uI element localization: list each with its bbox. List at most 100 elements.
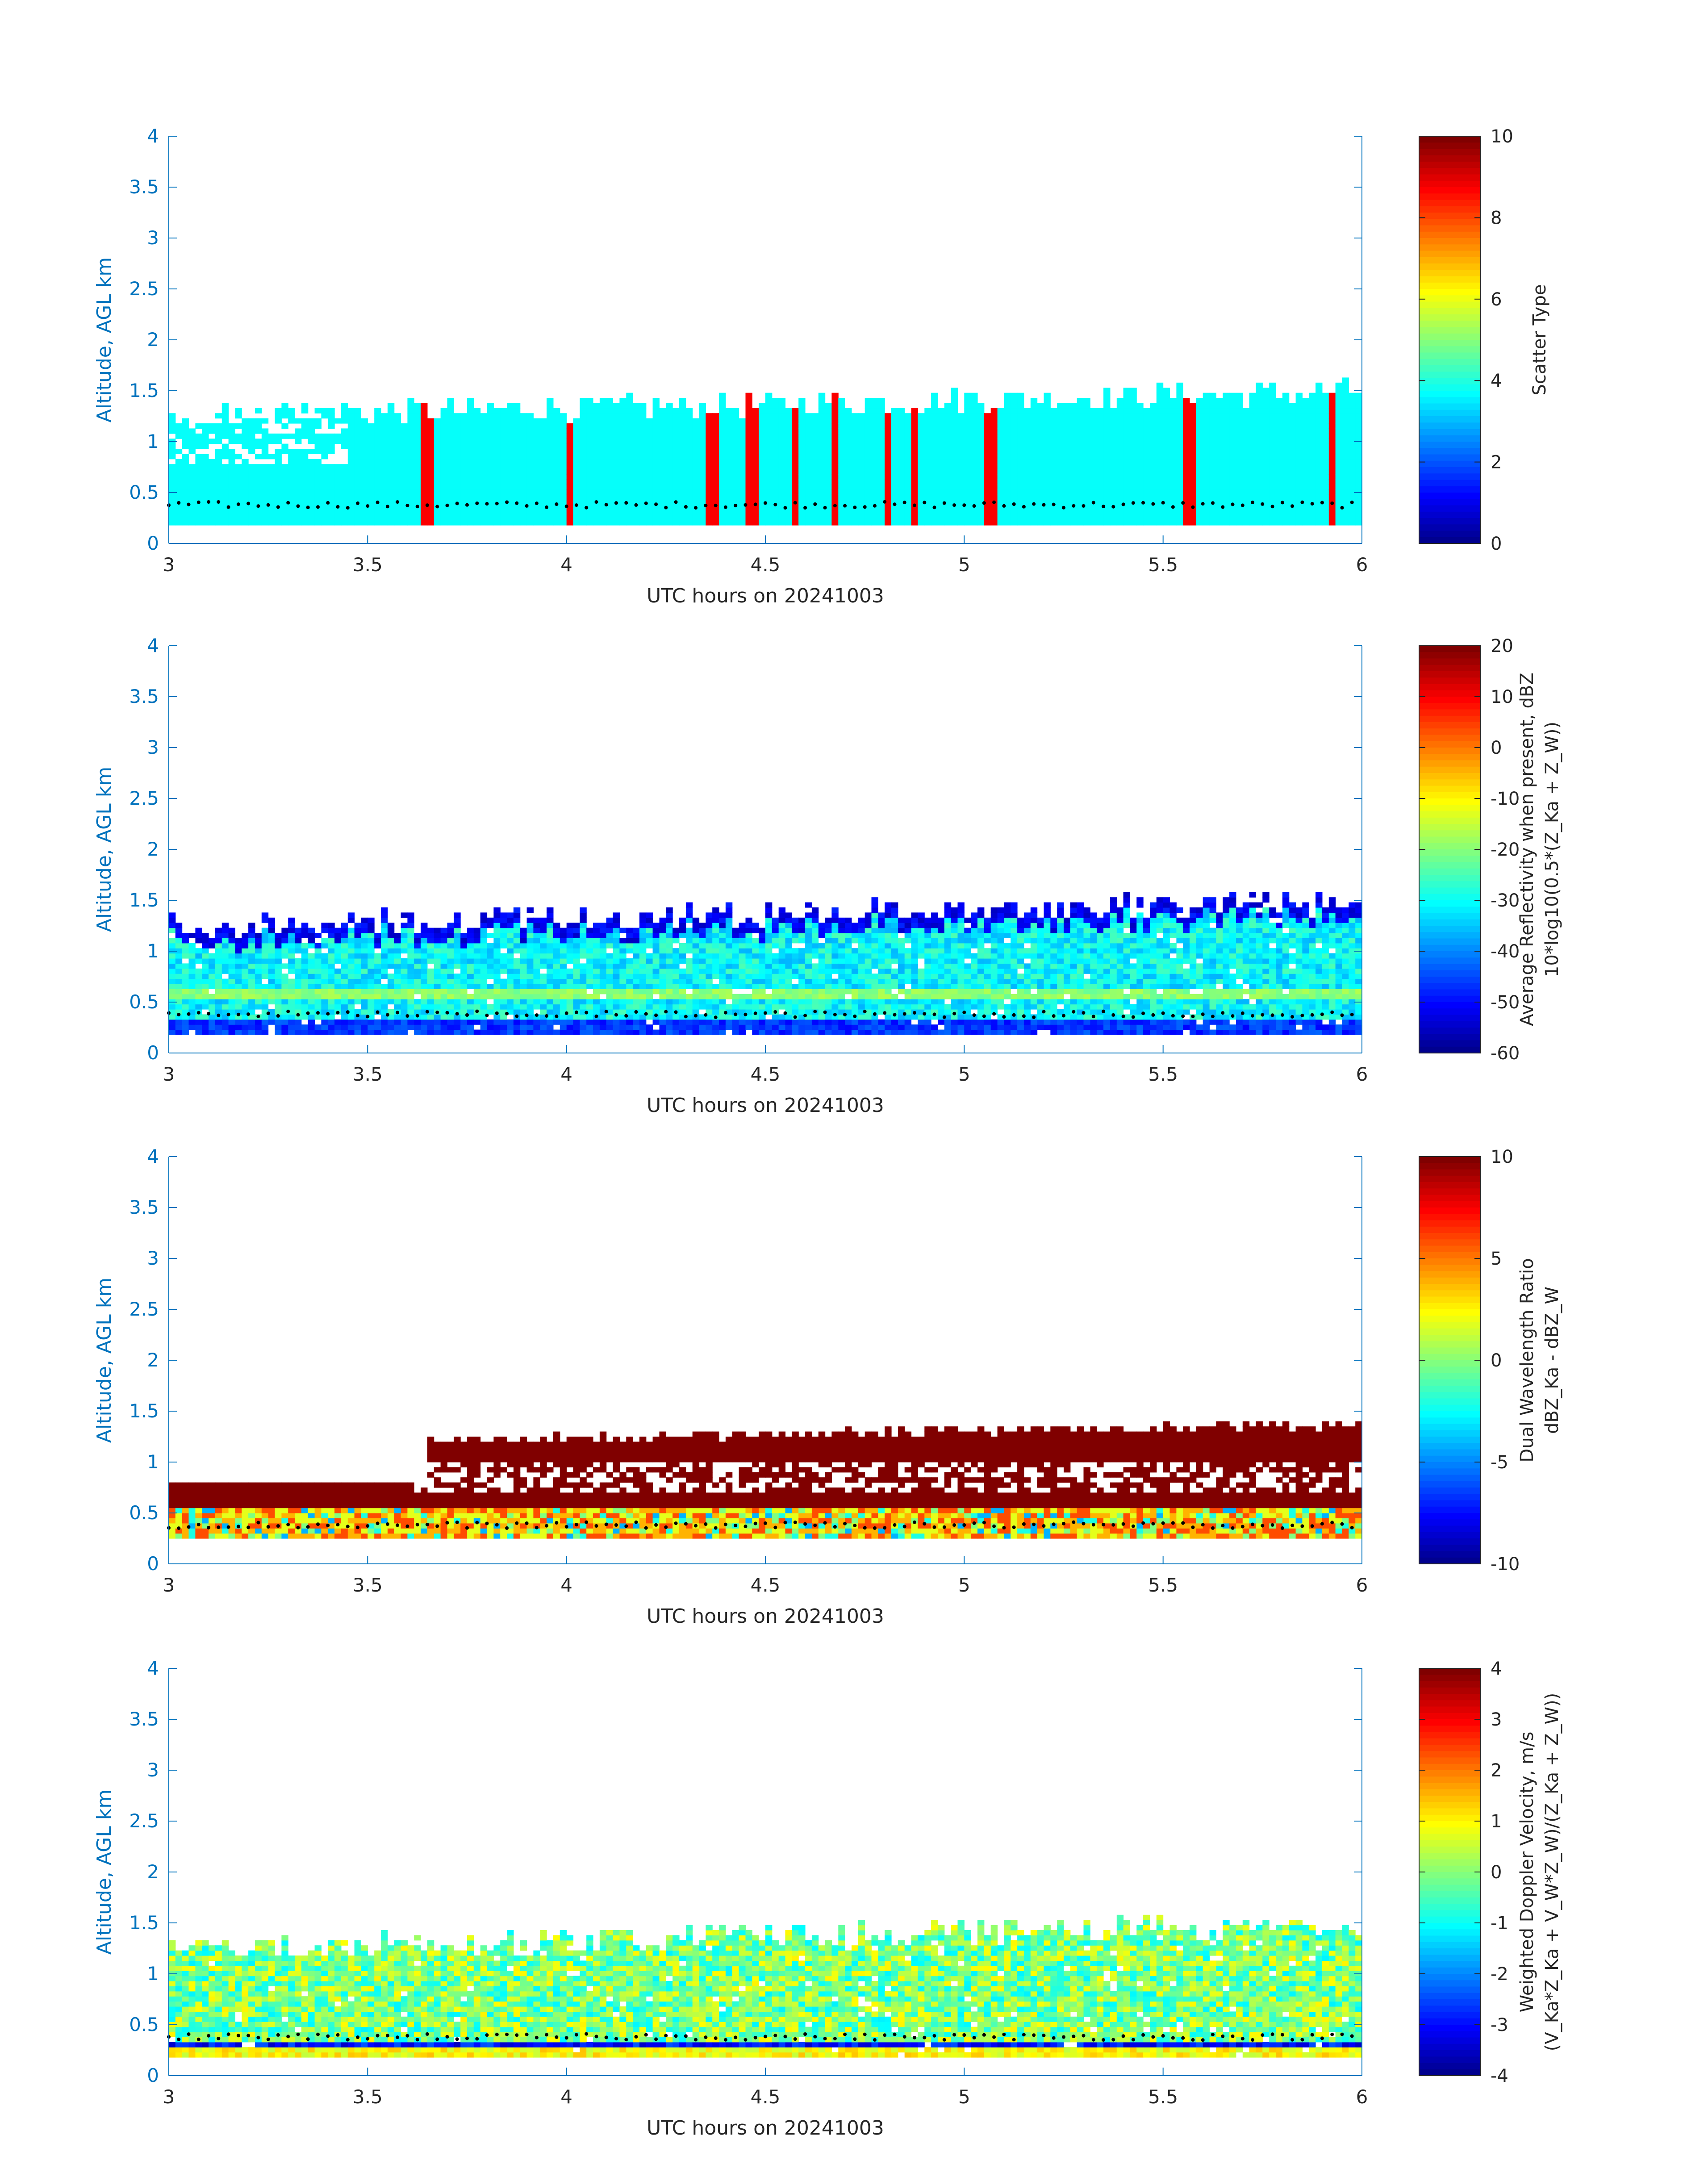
x-tick-label: 4 bbox=[560, 554, 572, 576]
y-tick-label: 0.5 bbox=[129, 1502, 159, 1524]
y-tick-label: 2 bbox=[147, 838, 159, 860]
x-tick-label: 4 bbox=[560, 1063, 572, 1085]
colorbar: 4 3 2 1 0 -1 -2 -3 -4 Weighted Doppler Velocity, … bbox=[1419, 1659, 1562, 2086]
y-tick-label: 3.5 bbox=[129, 176, 159, 198]
y-tick-label: 1 bbox=[147, 940, 159, 962]
y-tick-label: 0.5 bbox=[129, 2014, 159, 2035]
x-tick-label: 5.5 bbox=[1148, 1574, 1178, 1596]
colorbar-label: Weighted Doppler Velocity, m/s bbox=[1517, 1732, 1537, 2013]
x-tick-label: 3 bbox=[163, 1574, 175, 1596]
colorbar-tick-label: 6 bbox=[1491, 289, 1502, 310]
colorbar-tick-label: 2 bbox=[1491, 452, 1502, 473]
colorbar-tick-label: -4 bbox=[1491, 2066, 1508, 2086]
x-tick-label: 5.5 bbox=[1148, 1063, 1178, 1085]
y-tick-label: 2.5 bbox=[129, 1298, 159, 1320]
heatmap-cells bbox=[169, 892, 1362, 1035]
y-tick-label: 0 bbox=[147, 532, 159, 554]
colorbar-label: (V_Ka*Z_Ka + V_W*Z_W)/(Z_Ka + Z_W)) bbox=[1542, 1693, 1562, 2052]
y-tick-label: 1.5 bbox=[129, 889, 159, 911]
heatmap-cells bbox=[169, 1914, 1362, 2058]
x-tick-label: 4 bbox=[560, 2086, 572, 2108]
colorbar-label: 10*log10(0.5*(Z_Ka + Z_W)) bbox=[1542, 722, 1562, 977]
chart-panel-2: 0 0.5 1 1.5 2 2.5 3 3.5 4 3 3.5 4 4.5 5 5.5 6 UTC hours … bbox=[93, 635, 1562, 1117]
x-tick-label: 5.5 bbox=[1148, 554, 1178, 576]
y-axis-label: Altitude, AGL km bbox=[93, 257, 116, 422]
x-tick-label: 5 bbox=[958, 2086, 970, 2108]
heatmap-cells bbox=[169, 377, 1362, 526]
x-axis-label: UTC hours on 20241003 bbox=[647, 2117, 884, 2139]
chart-panel-1: 0 0.5 1 1.5 2 2.5 3 3.5 4 3 3.5 4 4.5 5 5.5 6 UTC hours … bbox=[93, 125, 1550, 607]
x-tick-label: 3.5 bbox=[353, 1574, 383, 1596]
colorbar-tick-label: -10 bbox=[1491, 789, 1520, 809]
x-tick-label: 3 bbox=[163, 1063, 175, 1085]
y-tick-label: 2.5 bbox=[129, 787, 159, 809]
y-tick-label: 2 bbox=[147, 1349, 159, 1371]
x-tick-label: 4.5 bbox=[751, 2086, 781, 2108]
y-tick-label: 4 bbox=[147, 125, 159, 147]
y-tick-label: 0 bbox=[147, 1042, 159, 1064]
x-tick-label: 6 bbox=[1356, 554, 1368, 576]
colorbar: 20 10 0 -10 -20 -30 -40 -50 -60 Average Reflectiv… bbox=[1419, 636, 1562, 1064]
y-tick-label: 3.5 bbox=[129, 685, 159, 707]
colorbar: 0 2 4 6 8 10 Scatter Type bbox=[1419, 126, 1550, 554]
colorbar-tick-label: 10 bbox=[1491, 1147, 1513, 1167]
colorbar-label: Scatter Type bbox=[1529, 284, 1550, 396]
y-tick-label: 3 bbox=[147, 736, 159, 758]
x-tick-label: 5 bbox=[958, 554, 970, 576]
x-tick-label: 6 bbox=[1356, 2086, 1368, 2108]
chart-panel-4: 0 0.5 1 1.5 2 2.5 3 3.5 4 3 3.5 4 4.5 5 5.5 6 UTC hours … bbox=[93, 1657, 1562, 2139]
x-tick-label: 6 bbox=[1356, 1063, 1368, 1085]
y-tick-label: 1.5 bbox=[129, 1400, 159, 1422]
colorbar-tick-label: 0 bbox=[1491, 534, 1502, 554]
colorbar-tick-label: -60 bbox=[1491, 1043, 1520, 1064]
x-tick-label: 3.5 bbox=[353, 1063, 383, 1085]
y-tick-label: 1 bbox=[147, 430, 159, 452]
y-tick-label: 2.5 bbox=[129, 278, 159, 300]
y-tick-label: 1 bbox=[147, 1451, 159, 1473]
colorbar-tick-label: 8 bbox=[1491, 208, 1502, 228]
y-tick-label: 2 bbox=[147, 329, 159, 351]
colorbar-tick-label: -20 bbox=[1491, 840, 1520, 860]
y-tick-label: 3 bbox=[147, 227, 159, 249]
x-tick-label: 3.5 bbox=[353, 2086, 383, 2108]
colorbar-tick-label: 20 bbox=[1491, 636, 1513, 656]
y-tick-label: 3 bbox=[147, 1759, 159, 1781]
colorbar-tick-label: 0 bbox=[1491, 738, 1502, 758]
x-tick-label: 4.5 bbox=[751, 1063, 781, 1085]
colorbar-label: Dual Wavelength Ratio bbox=[1517, 1258, 1537, 1462]
colorbar-tick-label: -30 bbox=[1491, 890, 1520, 911]
colorbar-tick-label: 1 bbox=[1491, 1811, 1502, 1832]
dotted-line bbox=[167, 500, 1354, 510]
colorbar-tick-label: -2 bbox=[1491, 1964, 1508, 1985]
colorbar-tick-label: -3 bbox=[1491, 2015, 1508, 2035]
x-tick-label: 6 bbox=[1356, 1574, 1368, 1596]
chart-panel-3: 0 0.5 1 1.5 2 2.5 3 3.5 4 3 3.5 4 4.5 5 5.5 6 UTC hours … bbox=[93, 1145, 1562, 1628]
x-axis-label: UTC hours on 20241003 bbox=[647, 1094, 884, 1117]
y-tick-label: 4 bbox=[147, 635, 159, 656]
y-tick-label: 1.5 bbox=[129, 380, 159, 401]
y-tick-label: 1 bbox=[147, 1963, 159, 1985]
y-tick-label: 0 bbox=[147, 1553, 159, 1575]
colorbar-tick-label: 0 bbox=[1491, 1350, 1502, 1371]
y-tick-label: 4 bbox=[147, 1145, 159, 1167]
colorbar: 10 5 0 -5 -10 Dual Wavelength Ratio dBZ_Ka - d… bbox=[1419, 1147, 1562, 1575]
x-axis-label: UTC hours on 20241003 bbox=[647, 1605, 884, 1628]
heatmap-cells bbox=[169, 1421, 1362, 1539]
y-tick-label: 3 bbox=[147, 1247, 159, 1269]
x-tick-label: 4 bbox=[560, 1574, 572, 1596]
colorbar-label: dBZ_Ka - dBZ_W bbox=[1542, 1287, 1562, 1434]
x-tick-label: 5 bbox=[958, 1063, 970, 1085]
y-tick-label: 3.5 bbox=[129, 1708, 159, 1730]
y-tick-label: 0.5 bbox=[129, 481, 159, 503]
colorbar-tick-label: 4 bbox=[1491, 371, 1502, 391]
colorbar-tick-label: -10 bbox=[1491, 1554, 1520, 1575]
y-axis-label: Altitude, AGL km bbox=[93, 767, 116, 932]
colorbar-tick-label: -50 bbox=[1491, 992, 1520, 1013]
colorbar-tick-label: 5 bbox=[1491, 1249, 1502, 1269]
y-tick-label: 1.5 bbox=[129, 1912, 159, 1934]
colorbar-tick-label: 0 bbox=[1491, 1862, 1502, 1883]
y-tick-label: 4 bbox=[147, 1657, 159, 1679]
x-tick-label: 3 bbox=[163, 2086, 175, 2108]
x-tick-label: 4.5 bbox=[751, 554, 781, 576]
